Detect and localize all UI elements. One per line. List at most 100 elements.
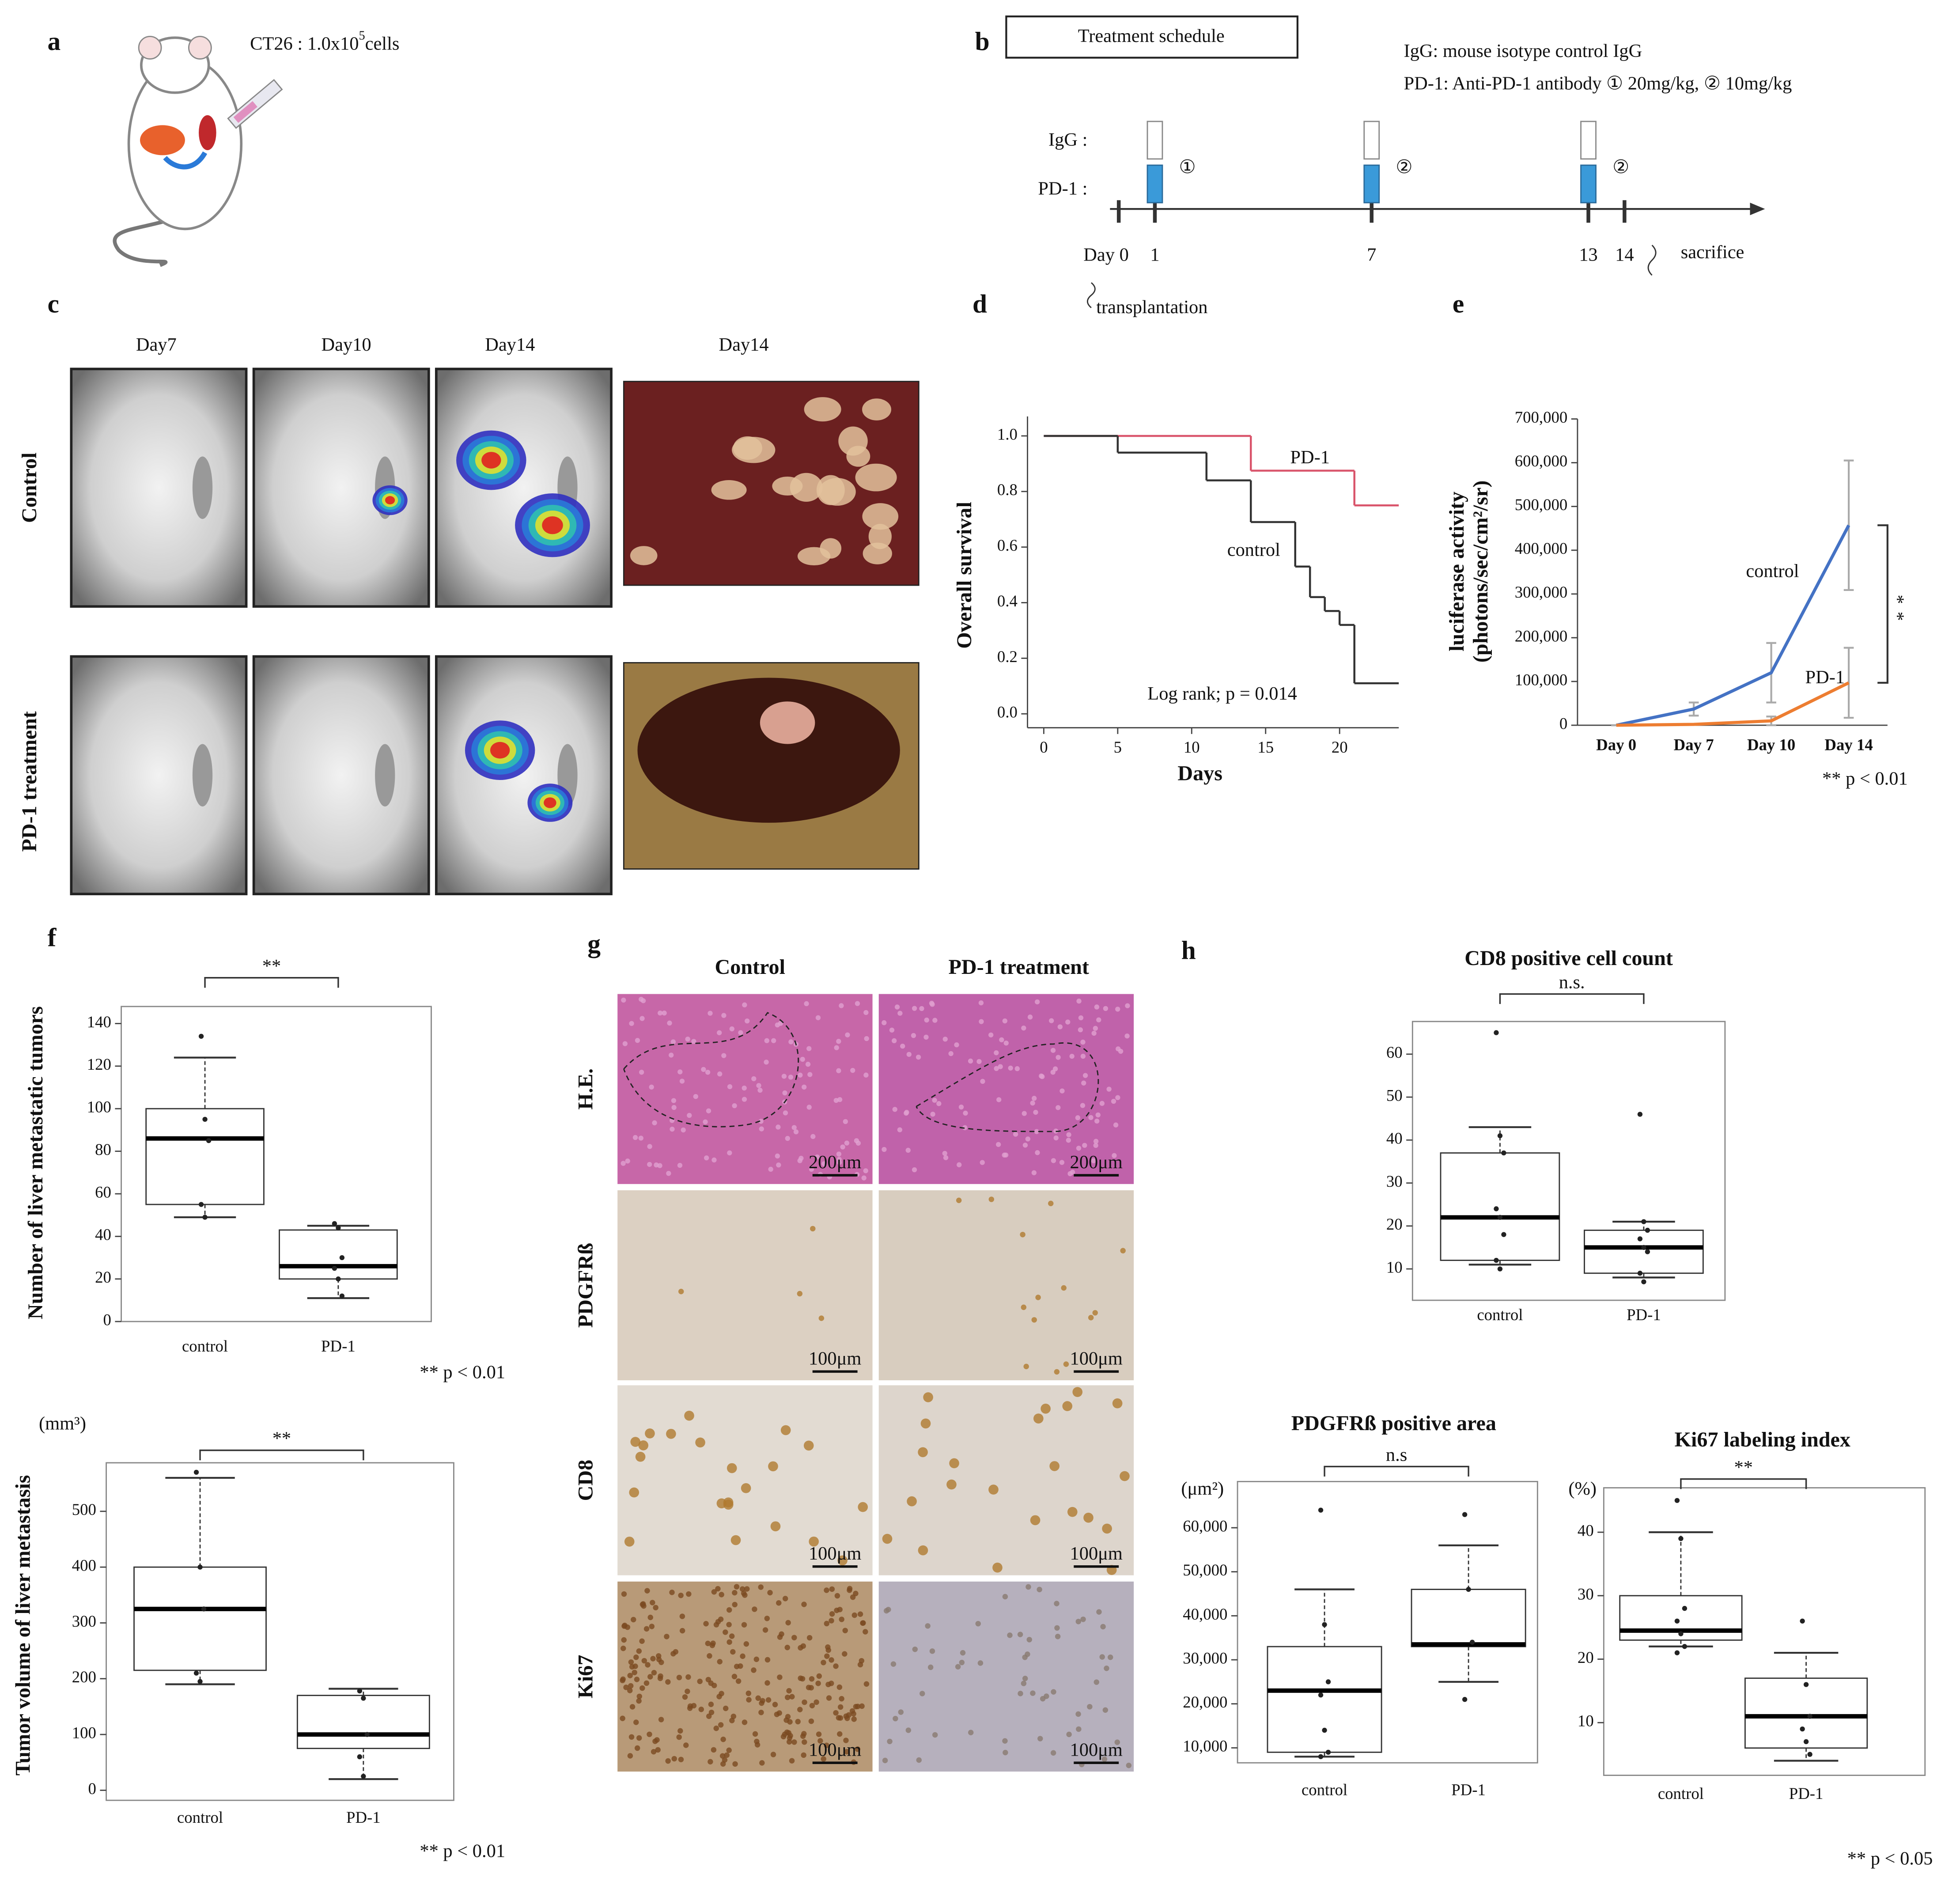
cell [814, 1154, 820, 1160]
box [133, 1566, 267, 1671]
cell [691, 1703, 697, 1709]
cell [754, 1738, 760, 1745]
signal [542, 516, 563, 534]
cell [1053, 1135, 1059, 1141]
data-point [1682, 1605, 1688, 1611]
y-tick-label: 40 [1578, 1522, 1594, 1540]
cell [1106, 1087, 1112, 1092]
box [296, 1695, 430, 1749]
cell [667, 1020, 672, 1026]
cell [723, 1629, 728, 1635]
cell [815, 1015, 821, 1020]
panel-label: a [48, 27, 61, 56]
cell [717, 1030, 722, 1035]
cell [717, 1071, 723, 1077]
cell [635, 1452, 646, 1462]
data-point [1325, 1679, 1331, 1685]
chart-title: CD8 positive cell count [1464, 947, 1673, 970]
cell [894, 1004, 900, 1010]
cell [726, 1747, 732, 1753]
data-point [1497, 1266, 1503, 1272]
cell [650, 1656, 656, 1662]
liver [140, 125, 185, 155]
cell [955, 1664, 961, 1670]
cell [753, 1656, 760, 1662]
cell [803, 1440, 814, 1451]
cell [1066, 1132, 1071, 1137]
cell [1022, 1676, 1028, 1681]
transplant-mark [1087, 282, 1096, 308]
row-label: CD8 [574, 1460, 597, 1501]
cell [685, 1674, 691, 1680]
data-point [361, 1696, 366, 1701]
scale-bar-label: 100μm [1070, 1543, 1123, 1564]
cell [1034, 999, 1040, 1005]
cell [1069, 1053, 1075, 1059]
cell [782, 1090, 787, 1096]
data-point [198, 1202, 204, 1207]
cell [1101, 1756, 1108, 1762]
cell [673, 1649, 679, 1655]
cell [816, 1673, 822, 1679]
cell [1103, 1006, 1109, 1011]
cell [627, 1753, 633, 1759]
cell [829, 1586, 835, 1592]
scale-bar-label: 100μm [809, 1739, 861, 1760]
y-tick-label: 700,000 [1515, 408, 1568, 426]
day-tick-label: 13 [1579, 244, 1597, 265]
cell [759, 1126, 764, 1132]
column-header: Day14 [485, 334, 535, 355]
cell [768, 1461, 778, 1472]
box [1584, 1230, 1704, 1274]
cell [621, 1637, 627, 1643]
cell [718, 1617, 724, 1622]
y-tick-label: 100 [72, 1724, 96, 1742]
cell [785, 1136, 790, 1141]
cell [671, 1098, 677, 1103]
cell [949, 1458, 959, 1469]
cell [634, 1745, 640, 1751]
cell [1037, 1736, 1043, 1742]
signal [481, 452, 501, 469]
cell [808, 1685, 814, 1691]
cell [923, 1392, 933, 1402]
cell [652, 1120, 657, 1125]
cell [638, 1440, 649, 1450]
cell [1100, 1624, 1106, 1630]
pd1-dose [1146, 164, 1163, 204]
y-axis-label: Tumor volume of liver metastasis [11, 1475, 35, 1776]
cells-text: CT26 : 1.0x105cells [250, 29, 399, 54]
data-point [1462, 1512, 1468, 1517]
data-point [201, 1606, 207, 1612]
cell [670, 1126, 675, 1132]
cell [825, 1681, 831, 1688]
cell [791, 1739, 797, 1745]
cell [1054, 1369, 1060, 1375]
tumor [790, 473, 823, 502]
significance-bracket [1324, 1465, 1469, 1477]
cell [929, 1648, 935, 1654]
cell [726, 1622, 732, 1628]
cell [942, 1037, 948, 1042]
cell [1057, 1024, 1063, 1030]
cell [863, 1168, 868, 1174]
cell [676, 1734, 682, 1740]
cell [817, 1738, 823, 1744]
cell [764, 1657, 771, 1663]
cell [1111, 1098, 1116, 1104]
cell [1093, 1143, 1098, 1148]
cell [662, 1011, 667, 1016]
x-tick-label: Day 14 [1824, 736, 1873, 754]
cell [744, 1586, 750, 1592]
cell [781, 1074, 787, 1079]
y-unit: (mm³) [39, 1413, 86, 1434]
cell [682, 1694, 688, 1700]
signal [490, 742, 510, 759]
cell [708, 1011, 713, 1016]
cell [624, 1537, 635, 1547]
cell [988, 1196, 995, 1202]
cell [764, 1616, 770, 1621]
cell [709, 1643, 715, 1648]
cell [992, 1562, 1003, 1573]
cell [639, 1016, 645, 1021]
